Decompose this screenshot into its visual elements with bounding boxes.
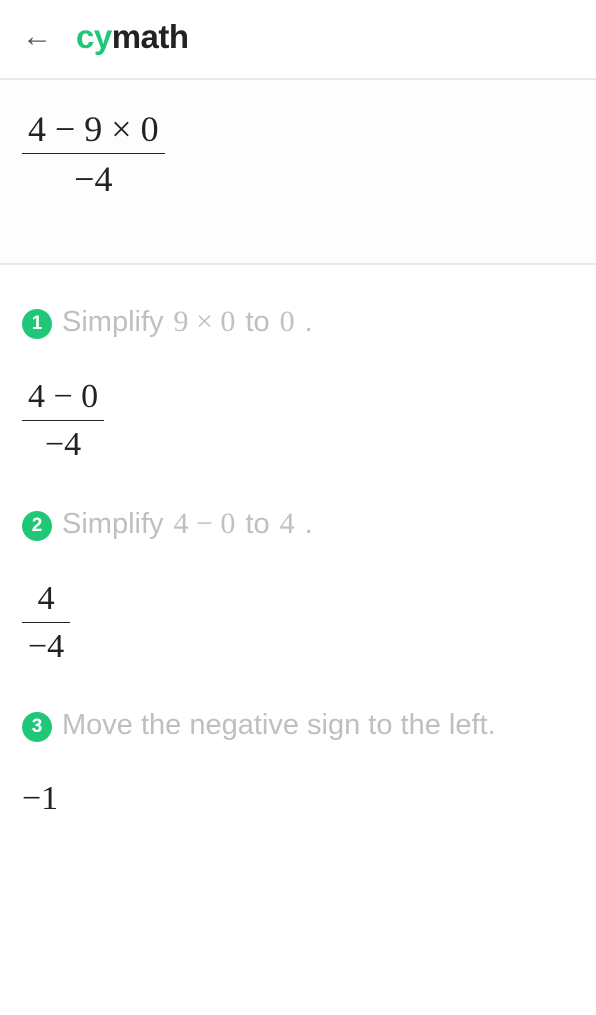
step-text: to (245, 508, 269, 541)
step-text: Move the negative sign to the left. (62, 709, 496, 742)
step-fraction: 4 −4 (22, 579, 70, 669)
step-numerator: 4 − 0 (22, 377, 104, 421)
problem-fraction: 4 − 9 × 0 −4 (22, 108, 165, 203)
step-plain-result: −1 (22, 780, 58, 817)
back-icon[interactable]: ← (22, 22, 52, 52)
step-text: Simplify (62, 306, 164, 339)
step-item: 1 Simplify 9 × 0 to 0. 4 − 0 −4 (22, 305, 574, 467)
step-fraction: 4 − 0 −4 (22, 377, 104, 467)
logo-part-math: math (112, 18, 189, 55)
problem-denominator: −4 (22, 154, 165, 203)
step-header: 3 Move the negative sign to the left. (22, 709, 574, 744)
logo-part-cy: cy (76, 18, 112, 55)
steps-container: 1 Simplify 9 × 0 to 0. 4 − 0 −4 2 Simpli… (0, 305, 596, 818)
step-denominator: −4 (22, 623, 70, 669)
problem-numerator: 4 − 9 × 0 (22, 108, 165, 154)
step-number-badge: 1 (22, 309, 52, 339)
step-item: 3 Move the negative sign to the left. −1 (22, 709, 574, 818)
step-header: 2 Simplify 4 − 0 to 4. (22, 507, 574, 543)
step-math-expr: 9 × 0 (174, 305, 236, 339)
step-result: −1 (22, 780, 574, 818)
step-math-result: 0 (280, 305, 295, 339)
step-number-badge: 3 (22, 712, 52, 742)
step-number-badge: 2 (22, 511, 52, 541)
step-math-result: 4 (280, 507, 295, 541)
step-result: 4 −4 (22, 579, 574, 669)
app-logo[interactable]: cymath (76, 18, 189, 56)
step-item: 2 Simplify 4 − 0 to 4. 4 −4 (22, 507, 574, 669)
step-text: . (305, 306, 313, 339)
step-denominator: −4 (22, 421, 104, 467)
problem-section: 4 − 9 × 0 −4 (0, 80, 596, 265)
step-text: Simplify (62, 508, 164, 541)
step-text: . (305, 508, 313, 541)
step-header: 1 Simplify 9 × 0 to 0. (22, 305, 574, 341)
step-result: 4 − 0 −4 (22, 377, 574, 467)
step-text: to (245, 306, 269, 339)
app-header: ← cymath (0, 0, 596, 80)
step-numerator: 4 (22, 579, 70, 623)
step-math-expr: 4 − 0 (174, 507, 236, 541)
